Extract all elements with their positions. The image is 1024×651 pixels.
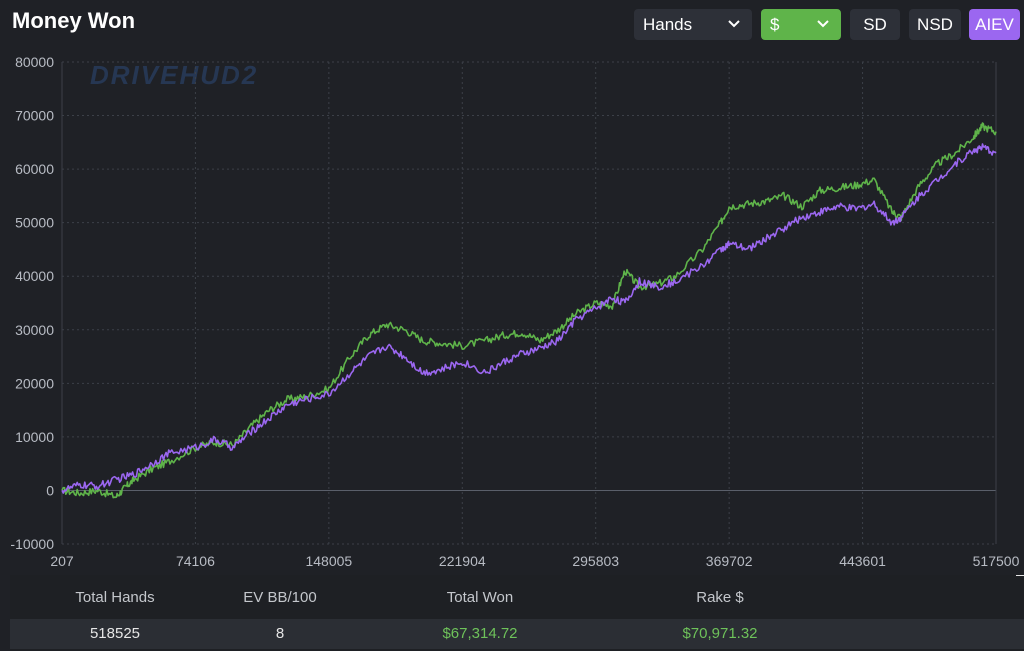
- y-tick-label: -10000: [10, 536, 54, 552]
- page-title: Money Won: [12, 8, 136, 33]
- y-tick-label: 40000: [15, 268, 54, 284]
- col-total-hands: Total Hands: [75, 589, 155, 606]
- chart-series: [61, 122, 997, 499]
- col-ev-bb-100: EV BB/100: [243, 589, 317, 606]
- y-tick-label: 20000: [15, 375, 54, 391]
- sd-toggle-button[interactable]: SD: [850, 9, 900, 40]
- col-rake: Rake $: [696, 589, 744, 606]
- ev-bb-100-value: 8: [275, 625, 285, 642]
- aiev-toggle-button[interactable]: AIEV: [969, 9, 1020, 40]
- rake-value: $70,971.32: [682, 625, 758, 642]
- aiev-toggle-label: AIEV: [975, 14, 1014, 34]
- currency-dropdown[interactable]: $: [761, 9, 841, 40]
- total-hands-value: 518525: [89, 625, 141, 642]
- y-tick-label: 80000: [15, 54, 54, 70]
- chevron-down-icon: [817, 20, 829, 28]
- nsd-toggle-label: NSD: [917, 14, 953, 34]
- summary-table: Total Hands EV BB/100 Total Won Rake $ 5…: [10, 575, 1024, 651]
- resize-handle[interactable]: [1016, 575, 1024, 576]
- y-tick-label: 10000: [15, 429, 54, 445]
- aiev-line: [61, 143, 997, 494]
- x-tick-label: 295803: [572, 553, 619, 569]
- money-won-line: [61, 122, 997, 499]
- x-tick-label: 74106: [176, 553, 215, 569]
- col-total-won: Total Won: [446, 589, 514, 606]
- summary-header-row: Total Hands EV BB/100 Total Won Rake $: [10, 583, 1024, 613]
- y-tick-label: 0: [46, 482, 54, 498]
- y-tick-label: 60000: [15, 161, 54, 177]
- y-tick-label: 70000: [15, 108, 54, 124]
- xaxis-dropdown[interactable]: Hands: [634, 9, 752, 40]
- nsd-toggle-button[interactable]: NSD: [909, 9, 961, 40]
- y-axis: -10000 0 10000 20000 30000 40000 50000 60000 700…: [10, 54, 54, 552]
- x-tick-label: 148005: [305, 553, 352, 569]
- x-tick-label: 221904: [439, 553, 486, 569]
- y-tick-label: 50000: [15, 215, 54, 231]
- xaxis-dropdown-value: Hands: [643, 14, 693, 34]
- drivehud-watermark-logo: DRIVEHUD2: [90, 60, 258, 90]
- currency-dropdown-value: $: [770, 14, 780, 34]
- x-tick-label: 443601: [839, 553, 886, 569]
- x-tick-label: 369702: [706, 553, 753, 569]
- x-axis: 207 74106 148005 221904 295803 369702 443601 51…: [50, 553, 1019, 569]
- chevron-down-icon: [728, 20, 740, 28]
- y-tick-label: 30000: [15, 322, 54, 338]
- money-won-chart: DRIVEHUD2 -10000 0 10000 20000 30000 40000 500…: [10, 54, 1019, 569]
- chart-grid: [61, 61, 997, 545]
- x-tick-label: 517500: [973, 553, 1020, 569]
- sd-toggle-label: SD: [863, 14, 887, 34]
- total-won-value: $67,314.72: [442, 625, 518, 642]
- x-tick-label: 207: [50, 553, 74, 569]
- summary-values-row: 518525 8 $67,314.72 $70,971.32: [10, 619, 1024, 649]
